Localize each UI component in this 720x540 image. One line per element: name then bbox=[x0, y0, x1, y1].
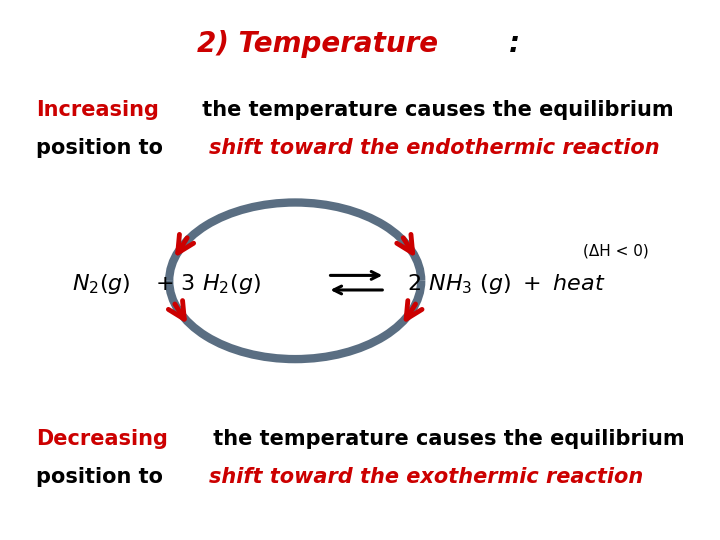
Text: :: : bbox=[508, 30, 520, 58]
Text: position to: position to bbox=[36, 467, 170, 487]
Text: $\it{N}_2\it{(g)}$: $\it{N}_2\it{(g)}$ bbox=[72, 272, 131, 295]
Text: position to: position to bbox=[36, 138, 170, 158]
Text: shift toward the endothermic reaction: shift toward the endothermic reaction bbox=[210, 138, 660, 158]
Text: $\it{2\ NH}_3\ \it{(g)\ +\ heat}$: $\it{2\ NH}_3\ \it{(g)\ +\ heat}$ bbox=[407, 272, 606, 295]
Text: (ΔH < 0): (ΔH < 0) bbox=[583, 244, 649, 259]
Text: Decreasing: Decreasing bbox=[36, 429, 168, 449]
Text: 2) Temperature: 2) Temperature bbox=[197, 30, 438, 58]
Text: Increasing: Increasing bbox=[36, 100, 159, 120]
Text: shift toward the exothermic reaction: shift toward the exothermic reaction bbox=[210, 467, 644, 487]
Text: $\it{+\ 3\ H}_2\it{(g)}$: $\it{+\ 3\ H}_2\it{(g)}$ bbox=[155, 272, 261, 295]
Text: the temperature causes the equilibrium: the temperature causes the equilibrium bbox=[206, 429, 685, 449]
Text: the temperature causes the equilibrium: the temperature causes the equilibrium bbox=[194, 100, 673, 120]
